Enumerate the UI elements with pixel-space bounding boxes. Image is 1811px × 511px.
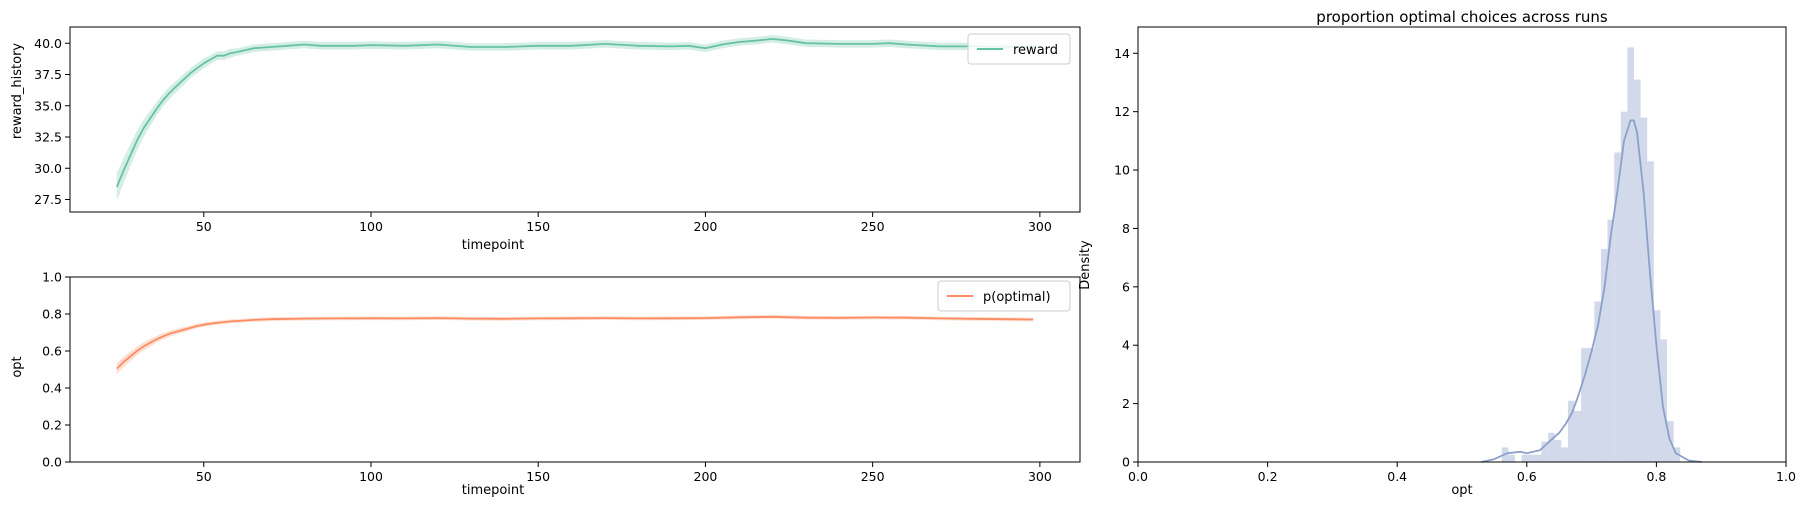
opt-xtick-label: 50 bbox=[196, 469, 212, 484]
hist-bar bbox=[1607, 219, 1615, 462]
reward-ytick-label: 37.5 bbox=[34, 67, 62, 82]
opt-xtick-label: 250 bbox=[861, 469, 885, 484]
reward-plot-area bbox=[115, 35, 1034, 201]
hist-bar bbox=[1594, 301, 1601, 462]
hist-bar bbox=[1653, 310, 1661, 462]
opt-legend-label: p(optimal) bbox=[983, 290, 1051, 305]
hist-xtick-label: 0.0 bbox=[1128, 469, 1148, 484]
hist-bar bbox=[1548, 432, 1555, 462]
hist-bar bbox=[1640, 117, 1648, 462]
reward-xtick-label: 150 bbox=[526, 219, 550, 234]
hist-panel: 0.0 0.2 0.4 0.6 0.8 1.0 0 2 4 6 8 10 12 14 proportion… bbox=[1078, 8, 1796, 498]
hist-bar bbox=[1528, 454, 1535, 462]
hist-xtick-label: 0.8 bbox=[1646, 469, 1666, 484]
opt-xtick-label: 200 bbox=[694, 469, 718, 484]
hist-bar bbox=[1534, 454, 1542, 462]
hist-bar bbox=[1600, 248, 1608, 462]
hist-plot-area bbox=[1481, 47, 1702, 463]
opt-ylabel: opt bbox=[10, 356, 25, 377]
reward-xtick-label: 100 bbox=[359, 219, 383, 234]
opt-ytick-label: 0.6 bbox=[42, 344, 62, 359]
reward-legend-label: reward bbox=[1013, 43, 1058, 58]
hist-ytick-label: 8 bbox=[1122, 221, 1130, 236]
hist-title: proportion optimal choices across runs bbox=[1316, 8, 1608, 26]
hist-bar bbox=[1541, 441, 1548, 462]
hist-ylabel: Density bbox=[1078, 240, 1093, 290]
reward-xtick-label: 50 bbox=[196, 219, 212, 234]
hist-ytick-label: 10 bbox=[1114, 163, 1130, 178]
hist-ytick-label: 6 bbox=[1122, 279, 1130, 294]
hist-ytick-label: 4 bbox=[1122, 338, 1130, 353]
opt-ytick-label: 0.0 bbox=[42, 455, 62, 470]
hist-bar bbox=[1660, 339, 1667, 462]
reward-ytick-label: 32.5 bbox=[34, 130, 62, 145]
reward-ytick-label: 40.0 bbox=[34, 36, 62, 51]
opt-xtick-label: 300 bbox=[1028, 469, 1052, 484]
hist-bar bbox=[1508, 454, 1515, 462]
hist-bar bbox=[1574, 410, 1582, 462]
reward-xtick-label: 250 bbox=[861, 219, 885, 234]
hist-ytick-label: 2 bbox=[1122, 396, 1130, 411]
opt-xtick-label: 150 bbox=[526, 469, 550, 484]
hist-bar bbox=[1627, 47, 1634, 463]
reward-panel: 50 100 150 200 250 300 27.5 30.0 32.5 35.0 37.5 40.… bbox=[10, 26, 1081, 253]
hist-bar bbox=[1554, 440, 1562, 462]
hist-bar bbox=[1634, 79, 1641, 462]
opt-plot-area bbox=[116, 314, 1034, 375]
hist-axes-frame bbox=[1137, 26, 1787, 463]
hist-bar bbox=[1567, 400, 1575, 462]
opt-axes-frame bbox=[69, 276, 1081, 463]
hist-bar bbox=[1614, 152, 1621, 462]
opt-ytick-label: 0.4 bbox=[42, 381, 62, 396]
hist-bar bbox=[1561, 447, 1568, 462]
opt-xlabel: timepoint bbox=[462, 483, 525, 498]
opt-ytick-label: 0.2 bbox=[42, 418, 62, 433]
reward-axes-frame bbox=[69, 26, 1081, 213]
opt-xtick-label: 100 bbox=[359, 469, 383, 484]
hist-bar bbox=[1587, 348, 1595, 462]
reward-xtick-label: 300 bbox=[1028, 219, 1052, 234]
reward-xtick-label: 200 bbox=[694, 219, 718, 234]
hist-xtick-label: 0.4 bbox=[1387, 469, 1407, 484]
opt-legend: p(optimal) bbox=[937, 280, 1071, 312]
hist-ytick-label: 0 bbox=[1122, 455, 1130, 470]
reward-ytick-label: 30.0 bbox=[34, 161, 62, 176]
hist-kde-line bbox=[1481, 119, 1702, 463]
hist-xtick-label: 0.6 bbox=[1517, 469, 1537, 484]
reward-xlabel: timepoint bbox=[462, 238, 525, 253]
hist-xtick-label: 1.0 bbox=[1776, 469, 1796, 484]
hist-bar bbox=[1581, 348, 1588, 462]
opt-ytick-label: 0.8 bbox=[42, 307, 62, 322]
opt-series-0-band bbox=[116, 314, 1034, 375]
opt-series-0-line bbox=[116, 315, 1034, 370]
reward-ytick-label: 27.5 bbox=[34, 192, 62, 207]
reward-series-0-line bbox=[115, 38, 1034, 188]
hist-ytick-label: 12 bbox=[1114, 104, 1130, 119]
reward-legend: reward bbox=[967, 33, 1071, 65]
reward-ytick-label: 35.0 bbox=[34, 98, 62, 113]
reward-ylabel: reward_history bbox=[10, 43, 25, 140]
hist-xtick-label: 0.2 bbox=[1258, 469, 1278, 484]
opt-ytick-label: 1.0 bbox=[42, 270, 62, 285]
hist-bar bbox=[1620, 111, 1628, 462]
hist-bar bbox=[1647, 161, 1654, 463]
reward-series-0-band bbox=[116, 35, 1034, 201]
hist-ytick-label: 14 bbox=[1114, 46, 1130, 61]
hist-bar bbox=[1521, 454, 1529, 462]
hist-xlabel: opt bbox=[1451, 483, 1472, 498]
